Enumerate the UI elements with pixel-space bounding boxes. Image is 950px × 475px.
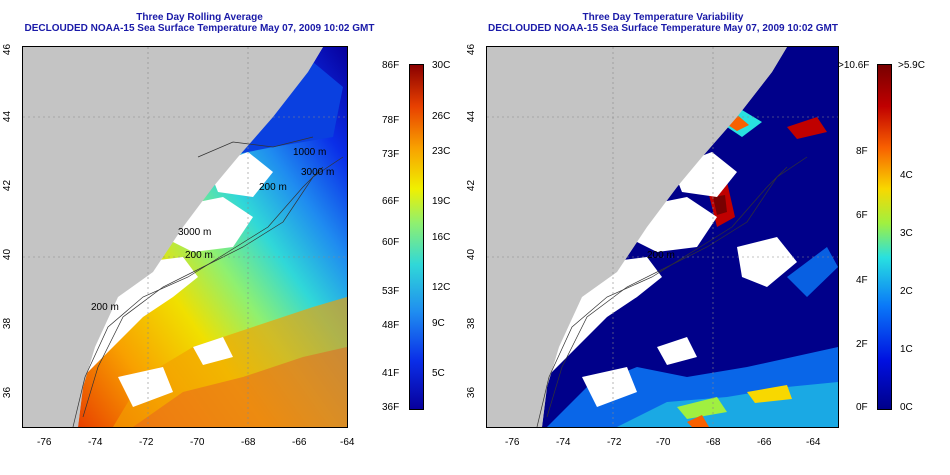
cb-left-73F: 73F (382, 149, 400, 160)
left-lat-46: 46 (2, 43, 14, 56)
left-lat-36: 36 (2, 386, 14, 399)
right-lon-76: -76 (505, 437, 520, 448)
cb-left-5C: 5C (432, 368, 445, 379)
cb-right-3C: 3C (900, 228, 913, 239)
cb-right-4C: 4C (900, 170, 913, 181)
right-lon-64: -64 (806, 437, 821, 448)
cb-right-0F: 0F (856, 402, 868, 413)
left-lon-68: -68 (241, 437, 256, 448)
left-lon-76: -76 (37, 437, 52, 448)
left-lat-42: 42 (2, 179, 14, 192)
cb-left-12C: 12C (432, 282, 451, 293)
right-contours (536, 156, 808, 427)
left-lon-66: -66 (292, 437, 307, 448)
right-lat-44: 44 (466, 110, 478, 123)
right-lat-40: 40 (466, 248, 478, 261)
cb-left-48F: 48F (382, 320, 400, 331)
right-lat-42: 42 (466, 179, 478, 192)
cb-right-8F: 8F (856, 146, 868, 157)
left-lon-70: -70 (190, 437, 205, 448)
contour-label-1000m: 1000 m (293, 147, 327, 158)
contour-label-200m-3: 200 m (91, 302, 119, 313)
cb-left-53F: 53F (382, 286, 400, 297)
cb-left-16C: 16C (432, 232, 451, 243)
cb-left-30C: 30C (432, 60, 451, 71)
cb-right-5.9C: >5.9C (898, 60, 925, 71)
cb-left-19C: 19C (432, 196, 451, 207)
cb-right-2F: 2F (856, 339, 868, 350)
left-graticule (23, 47, 347, 427)
cb-left-41F: 41F (382, 368, 400, 379)
left-title-line2: DECLOUDED NOAA-15 Sea Surface Temperatur… (24, 23, 375, 34)
right-lat-38: 38 (466, 317, 478, 330)
cb-right-4F: 4F (856, 275, 868, 286)
left-lon-64: -64 (340, 437, 355, 448)
right-lon-72: -72 (607, 437, 622, 448)
right-lat-36: 36 (466, 386, 478, 399)
cb-left-9C: 9C (432, 318, 445, 329)
cb-left-78F: 78F (382, 115, 400, 126)
right-contour-label-200m: 200 m (647, 250, 675, 261)
right-title-line1: Three Day Temperature Variability (582, 12, 744, 23)
right-map: 200 m (486, 46, 839, 428)
contour-label-200m-1: 200 m (185, 250, 213, 261)
right-title-line2: DECLOUDED NOAA-15 Sea Surface Temperatur… (488, 23, 838, 34)
right-graticule (487, 47, 838, 427)
cb-left-66F: 66F (382, 196, 400, 207)
cb-left-26C: 26C (432, 111, 451, 122)
left-lat-44: 44 (2, 110, 14, 123)
contour-label-200m-2: 200 m (259, 182, 287, 193)
contour-label-3000m-2: 3000 m (178, 227, 212, 238)
right-lon-66: -66 (757, 437, 772, 448)
left-contours (72, 136, 344, 427)
cb-left-86F: 86F (382, 60, 400, 71)
cb-left-36F: 36F (382, 402, 400, 413)
left-lat-40: 40 (2, 248, 14, 261)
left-lon-72: -72 (139, 437, 154, 448)
cb-right-6F: 6F (856, 210, 868, 221)
right-lon-70: -70 (656, 437, 671, 448)
left-title-line1: Three Day Rolling Average (136, 12, 263, 23)
right-panel-title: Three Day Temperature Variability DECLOU… (478, 12, 848, 34)
right-land (487, 47, 787, 427)
cb-left-60F: 60F (382, 237, 400, 248)
cb-right-0C: 0C (900, 402, 913, 413)
right-map-graphic (487, 47, 838, 427)
cb-left-23C: 23C (432, 146, 451, 157)
left-lat-38: 38 (2, 317, 14, 330)
left-panel-title: Three Day Rolling Average DECLOUDED NOAA… (12, 12, 387, 34)
right-lat-46: 46 (466, 43, 478, 56)
cb-right-1C: 1C (900, 344, 913, 355)
left-map-graphic (23, 47, 347, 427)
left-map: 200 m 200 m 200 m 3000 m 3000 m 1000 m (22, 46, 348, 428)
right-lon-74: -74 (556, 437, 571, 448)
contour-label-3000m-1: 3000 m (301, 167, 335, 178)
left-lon-74: -74 (88, 437, 103, 448)
right-colorbar (877, 64, 892, 410)
right-lon-68: -68 (706, 437, 721, 448)
cb-right-10.6F: >10.6F (838, 60, 870, 71)
left-colorbar (409, 64, 424, 410)
cb-right-2C: 2C (900, 286, 913, 297)
